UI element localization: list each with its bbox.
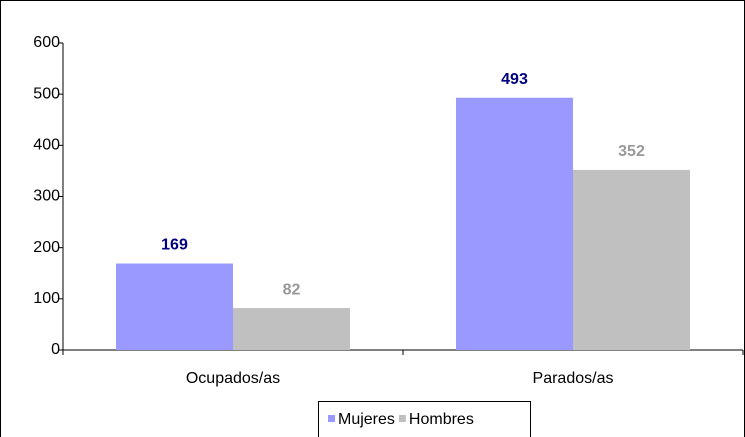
legend-label: Mujeres bbox=[338, 411, 395, 428]
x-tick-label: Parados/as bbox=[533, 370, 614, 387]
bar bbox=[116, 263, 233, 350]
y-tick-label: 500 bbox=[33, 85, 60, 102]
legend-swatch bbox=[328, 415, 335, 422]
y-tick-label: 300 bbox=[33, 188, 60, 205]
data-label: 352 bbox=[618, 143, 645, 160]
legend-swatch bbox=[398, 415, 406, 422]
x-tick-label: Ocupados/as bbox=[186, 370, 280, 387]
data-label: 493 bbox=[501, 71, 528, 88]
y-tick-label: 100 bbox=[33, 290, 60, 307]
y-tick-label: 0 bbox=[51, 341, 60, 358]
bar bbox=[573, 169, 690, 350]
data-label: 82 bbox=[283, 281, 301, 298]
y-tick-label: 600 bbox=[33, 34, 60, 51]
bar bbox=[456, 97, 573, 350]
legend-label: Hombres bbox=[409, 411, 474, 428]
legend-box bbox=[318, 401, 531, 437]
y-tick-label: 400 bbox=[33, 137, 60, 154]
data-label: 169 bbox=[161, 237, 188, 254]
y-tick-label: 200 bbox=[33, 239, 60, 256]
bar bbox=[233, 308, 350, 350]
